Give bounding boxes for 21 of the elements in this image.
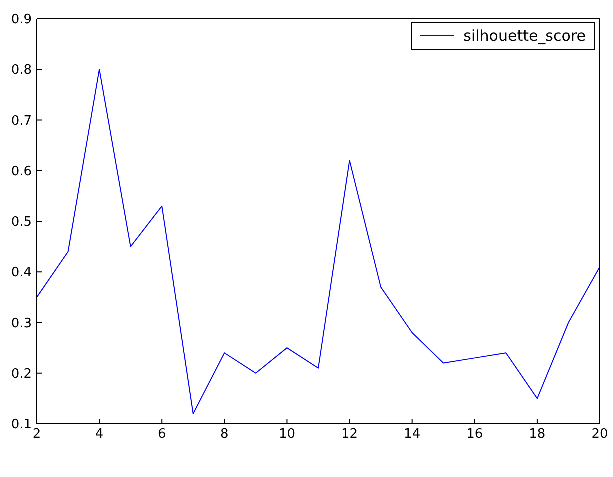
x-tick-label: 18 bbox=[529, 427, 546, 442]
x-tick-label: 2 bbox=[32, 427, 42, 442]
y-tick-label: 0.2 bbox=[11, 366, 32, 382]
x-tick-label: 10 bbox=[278, 427, 296, 442]
y-tick-label: 0.7 bbox=[11, 114, 32, 129]
y-tick-label: 0.9 bbox=[11, 12, 32, 28]
x-tick-label: 12 bbox=[342, 427, 358, 442]
y-tick-label: 0.6 bbox=[11, 164, 32, 180]
x-tick-label: 20 bbox=[592, 427, 608, 442]
y-tick-label: 0.4 bbox=[11, 266, 32, 281]
y-tick-label: 0.8 bbox=[11, 63, 32, 78]
legend-label: silhouette_score bbox=[464, 27, 586, 45]
x-tick-label: 14 bbox=[404, 427, 421, 442]
y-tick-label: 0.1 bbox=[11, 418, 32, 433]
y-tick-label: 0.3 bbox=[11, 316, 32, 332]
x-tick-label: 8 bbox=[220, 427, 229, 442]
x-tick-label: 6 bbox=[158, 427, 166, 442]
x-tick-label: 4 bbox=[95, 427, 104, 442]
x-tick-label: 16 bbox=[466, 427, 484, 442]
y-tick-label: 0.5 bbox=[11, 215, 32, 230]
line-series bbox=[37, 69, 600, 414]
